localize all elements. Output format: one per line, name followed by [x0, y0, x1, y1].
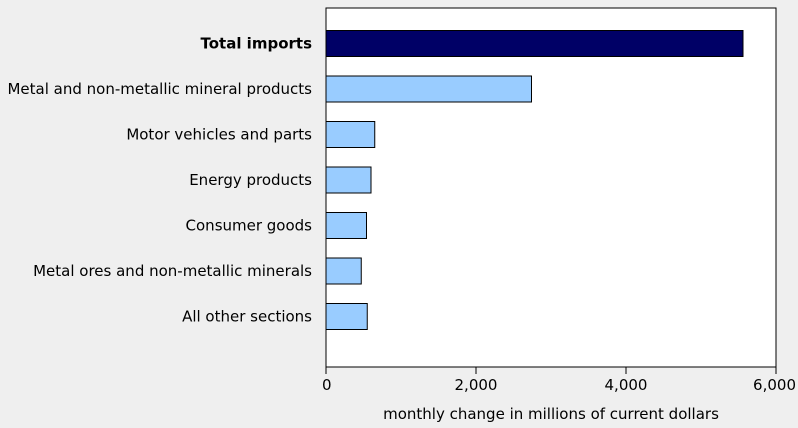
bar-0	[325, 30, 744, 57]
category-label-5: Metal ores and non-metallic minerals	[33, 262, 312, 280]
x-tick-label-2: 4,000	[605, 376, 648, 394]
plot-area	[325, 7, 777, 368]
x-tick-label-0: 0	[322, 376, 332, 394]
category-label-0: Total imports	[200, 35, 312, 53]
category-label-2: Motor vehicles and parts	[126, 126, 312, 144]
x-tick-label-3: 6,000	[753, 376, 796, 394]
category-label-1: Metal and non-metallic mineral products	[7, 80, 312, 98]
x-tick-label-1: 2,000	[455, 376, 498, 394]
bar-5	[325, 257, 362, 285]
category-label-3: Energy products	[189, 171, 312, 189]
category-label-6: All other sections	[182, 308, 312, 326]
bar-2	[325, 121, 376, 148]
bar-3	[325, 166, 372, 194]
category-label-4: Consumer goods	[186, 217, 313, 235]
bar-6	[325, 303, 368, 330]
bar-4	[325, 212, 367, 239]
x-axis-title: monthly change in millions of current do…	[383, 405, 719, 423]
bar-1	[325, 75, 532, 103]
